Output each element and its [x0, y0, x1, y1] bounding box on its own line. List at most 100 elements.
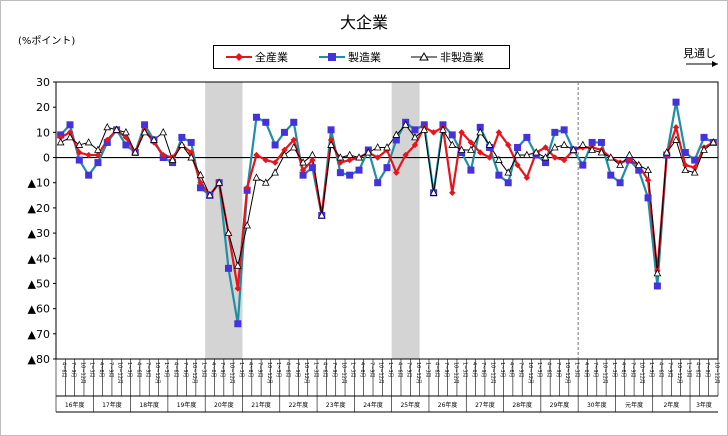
year-label: 3年度 — [696, 401, 712, 409]
data-point-non-manufacturing — [289, 143, 298, 151]
x-tick-label: 7~9月 — [667, 362, 673, 378]
data-point-non-manufacturing — [504, 168, 513, 176]
data-point-all — [262, 156, 269, 164]
data-point-non-manufacturing — [327, 140, 335, 148]
data-point-non-manufacturing — [150, 135, 158, 143]
year-label: 2年度 — [663, 401, 679, 409]
data-point-all — [253, 151, 260, 159]
year-label: 元年度 — [625, 401, 643, 409]
data-point-non-manufacturing — [662, 148, 671, 156]
x-tick-label: 7~9月 — [406, 362, 412, 378]
data-point-all — [66, 129, 74, 136]
x-tick-label: 10~12月 — [154, 362, 160, 384]
year-label: 26年度 — [438, 401, 458, 409]
data-point-manufacturing — [653, 282, 661, 290]
data-point-non-manufacturing — [364, 148, 373, 156]
x-tick-label: 10~12月 — [676, 362, 682, 384]
data-point-manufacturing — [411, 126, 419, 134]
data-point-all — [449, 189, 456, 196]
data-point-manufacturing — [392, 136, 400, 144]
data-point-non-manufacturing — [355, 153, 363, 161]
x-tick-label: 4~6月 — [657, 362, 663, 378]
data-point-non-manufacturing — [168, 155, 177, 163]
year-label: 23年度 — [326, 401, 346, 409]
data-point-non-manufacturing — [84, 138, 93, 146]
data-point-all — [467, 139, 475, 146]
year-label: 29年度 — [550, 401, 570, 409]
data-point-manufacturing — [467, 166, 475, 174]
data-point-non-manufacturing — [308, 150, 317, 158]
data-point-non-manufacturing — [467, 145, 475, 153]
x-tick-label: 1~3月 — [424, 362, 430, 378]
data-point-non-manufacturing — [700, 145, 708, 153]
data-point-all — [430, 129, 437, 136]
y-tick-label: 0 — [43, 152, 50, 165]
data-point-manufacturing — [644, 194, 652, 202]
x-tick-label: 4~6月 — [620, 362, 626, 378]
data-point-manufacturing — [197, 184, 205, 192]
data-point-non-manufacturing — [457, 145, 466, 153]
x-tick-label: 7~9月 — [107, 362, 113, 378]
data-point-non-manufacturing — [159, 128, 168, 136]
x-tick-label: 10~12月 — [266, 362, 272, 384]
data-point-non-manufacturing — [122, 128, 130, 136]
x-tick-label: 4~6月 — [508, 362, 514, 378]
x-tick-label: 1~3月 — [387, 362, 393, 378]
data-point-non-manufacturing — [634, 160, 643, 169]
data-point-manufacturing — [336, 169, 344, 177]
year-label: 25年度 — [400, 401, 420, 409]
data-point-manufacturing — [597, 138, 605, 146]
x-tick-label: 7~9月 — [145, 362, 151, 378]
chart-title: 大企業 — [339, 13, 388, 32]
data-point-all — [299, 166, 307, 174]
data-point-all — [85, 151, 92, 159]
x-tick-label: 10~12月 — [303, 362, 309, 384]
x-tick-label: 7~9月 — [555, 362, 561, 378]
y-axis-unit-label: (%ポイント) — [18, 36, 76, 47]
data-point-non-manufacturing — [383, 143, 391, 151]
data-point-non-manufacturing — [485, 140, 494, 148]
x-tick-label: 4~6月 — [695, 362, 701, 378]
year-label: 19年度 — [177, 401, 197, 409]
legend: 全産業 製造業 非製造業 — [213, 45, 510, 69]
plot-border — [55, 81, 719, 360]
data-point-manufacturing — [374, 179, 382, 187]
x-tick-label: 7~9月 — [331, 362, 337, 378]
x-tick-label: 4~6月 — [135, 362, 141, 378]
data-point-all — [309, 156, 316, 164]
data-point-all — [477, 149, 484, 156]
data-point-non-manufacturing — [131, 148, 140, 156]
data-point-manufacturing — [355, 166, 363, 174]
data-point-all — [281, 146, 288, 154]
x-tick-label: 4~6月 — [583, 362, 589, 378]
x-tick-label: 7~9月 — [70, 362, 76, 378]
data-point-all — [122, 134, 130, 141]
year-label: 20年度 — [214, 401, 234, 409]
data-point-manufacturing — [616, 179, 624, 187]
data-point-non-manufacturing — [606, 153, 615, 161]
year-label: 16年度 — [65, 401, 85, 409]
data-point-manufacturing — [523, 133, 531, 141]
year-label: 18年度 — [139, 401, 159, 409]
data-point-all — [290, 136, 297, 144]
x-tick-label: 10~12月 — [340, 362, 346, 384]
data-point-manufacturing — [588, 138, 596, 146]
data-point-non-manufacturing — [644, 165, 652, 174]
x-tick-label: 4~6月 — [322, 362, 328, 378]
data-point-non-manufacturing — [215, 178, 224, 186]
x-tick-label: 10~12月 — [79, 362, 85, 384]
x-tick-label: 4~6月 — [173, 362, 179, 378]
data-point-all — [495, 129, 503, 136]
x-tick-label: 7~9月 — [294, 362, 300, 378]
x-tick-label: 10~12月 — [527, 362, 533, 384]
x-tick-label: 10~12月 — [639, 362, 645, 384]
data-point-non-manufacturing — [578, 140, 587, 148]
y-tick-label: ▲60 — [28, 303, 50, 316]
data-point-all — [523, 174, 531, 181]
data-point-all — [160, 151, 167, 159]
data-point-non-manufacturing — [103, 122, 112, 131]
data-point-manufacturing — [85, 171, 93, 179]
data-point-all — [57, 134, 64, 141]
data-point-non-manufacturing — [513, 150, 522, 158]
data-point-manufacturing — [66, 121, 74, 129]
